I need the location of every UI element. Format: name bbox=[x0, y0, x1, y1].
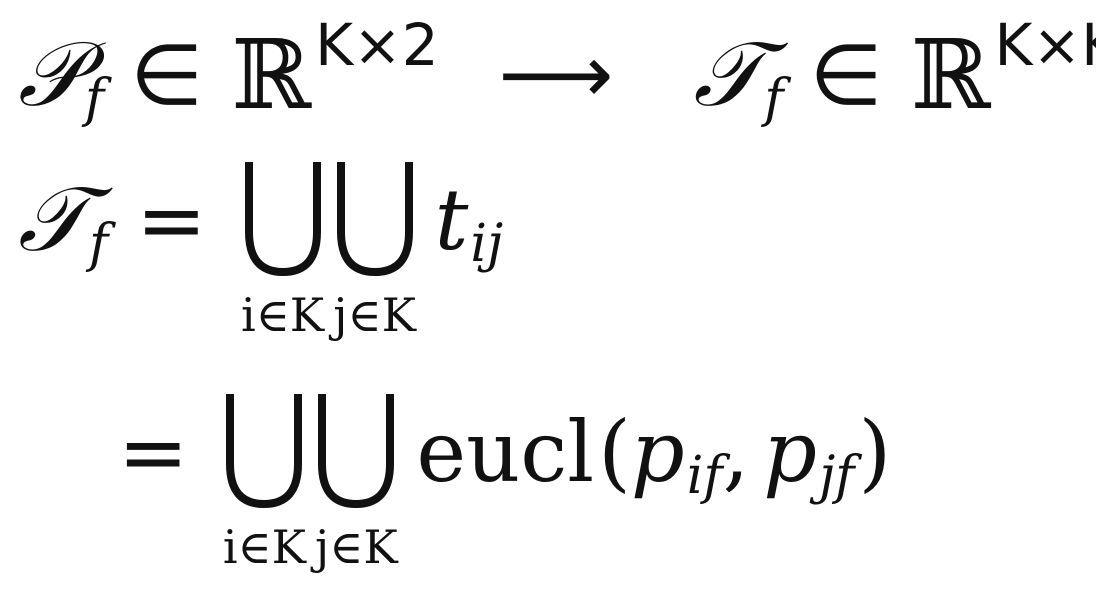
big-union-operator: j∈K bbox=[314, 392, 398, 570]
big-union-operator: i∈K bbox=[222, 392, 306, 570]
big-union-operator: i∈K bbox=[241, 160, 325, 338]
subscript-ij: ij bbox=[470, 214, 504, 274]
union-limit: j∈K bbox=[315, 520, 398, 574]
calligraphic-t-symbol: 𝒯 bbox=[693, 22, 763, 127]
subscript-jf: jf bbox=[819, 446, 855, 506]
equation-line-2: 𝒯 f = i∈K j∈K t ij bbox=[18, 160, 503, 338]
argument-p: p bbox=[630, 403, 685, 501]
union-limit: j∈K bbox=[333, 288, 416, 342]
argument-p: p bbox=[763, 403, 818, 501]
union-limit: i∈K bbox=[222, 520, 306, 574]
big-union-icon bbox=[336, 162, 413, 277]
equation-line-3: = i∈K j∈K eucl ( p if , p jf ) bbox=[118, 392, 891, 570]
equals-sign: = bbox=[136, 171, 207, 269]
big-union-icon bbox=[318, 394, 395, 509]
open-paren: ( bbox=[598, 403, 631, 501]
real-numbers-symbol: ℝ bbox=[231, 19, 312, 131]
subscript-f: f bbox=[84, 69, 105, 129]
subscript-if: if bbox=[686, 446, 723, 506]
superscript-dimension: K×K bbox=[994, 11, 1096, 79]
calligraphic-t-symbol: 𝒯 bbox=[18, 167, 87, 272]
real-numbers-symbol: ℝ bbox=[910, 19, 991, 131]
subscript-f: f bbox=[764, 69, 784, 129]
equation-line-1: 𝒫 f ∈ ℝ K×2 ⟶ 𝒯 f ∈ ℝ K×K bbox=[18, 11, 1096, 131]
element-of-symbol: ∈ bbox=[130, 26, 204, 124]
big-union-operator: j∈K bbox=[333, 160, 417, 338]
superscript-dimension: K×2 bbox=[315, 11, 439, 79]
close-paren: ) bbox=[858, 403, 892, 501]
calligraphic-p-symbol: 𝒫 bbox=[18, 22, 83, 127]
subscript-f: f bbox=[88, 214, 109, 274]
comma: , bbox=[722, 403, 750, 501]
long-right-arrow: ⟶ bbox=[498, 28, 614, 121]
function-name-eucl: eucl bbox=[416, 403, 595, 501]
equals-sign: = bbox=[118, 403, 189, 501]
element-of-symbol: ∈ bbox=[809, 26, 883, 124]
union-limit: i∈K bbox=[241, 288, 325, 342]
big-union-icon bbox=[244, 162, 321, 277]
big-union-icon bbox=[226, 394, 303, 509]
term-t: t bbox=[434, 171, 469, 269]
